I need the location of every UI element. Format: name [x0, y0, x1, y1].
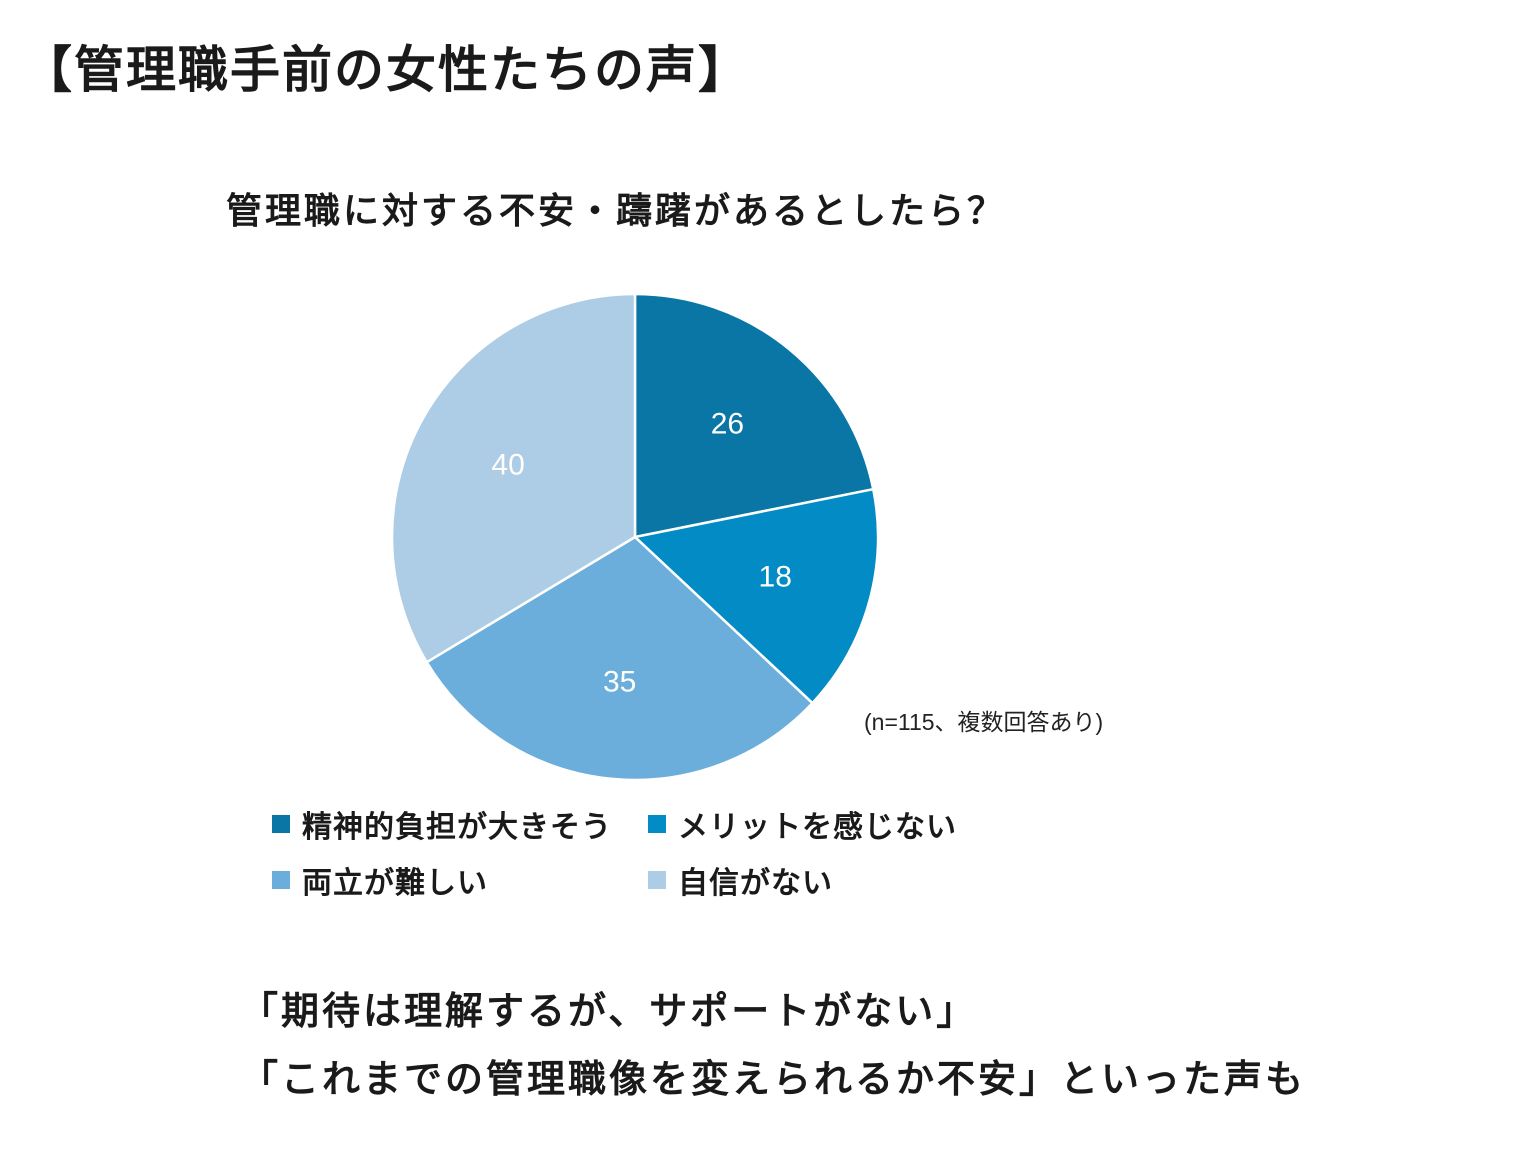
legend-item: 精神的負担が大きそう	[272, 806, 648, 845]
pie-slice	[390, 292, 637, 664]
page-title: 【管理職手前の女性たちの声】	[22, 41, 750, 99]
legend: 精神的負担が大きそう メリットを感じない 両立が難しい 自信がない	[272, 806, 1032, 901]
sample-note: (n=115、複数回答あり)	[864, 709, 1104, 735]
slice-value-label: 18	[759, 560, 792, 593]
pie-slices	[390, 292, 880, 782]
legend-item: 自信がない	[648, 862, 1028, 901]
quote-line: 「期待は理解するが、サポートがない」	[240, 989, 978, 1033]
legend-swatch	[648, 871, 666, 889]
slice-value-label: 26	[711, 408, 744, 441]
pie-chart: 26 18 35 40	[390, 292, 880, 782]
slice-value-label: 35	[603, 665, 636, 698]
legend-label: 自信がない	[678, 866, 833, 901]
slice-value-label: 40	[491, 449, 524, 482]
legend-label: メリットを感じない	[678, 810, 957, 845]
pie-labels: 26 18 35 40	[491, 408, 792, 699]
pie-slice	[632, 487, 880, 705]
chart-title: 管理職に対する不安・躊躇があるとしたら？	[226, 191, 1007, 232]
legend-item: メリットを感じない	[648, 806, 1028, 845]
pie-slice	[425, 535, 815, 782]
legend-label: 両立が難しい	[302, 866, 488, 901]
legend-item: 両立が難しい	[272, 862, 648, 901]
quote-line: 「これまでの管理職像を変えられるか不安」といった声も	[240, 1057, 1307, 1101]
pie-slice	[633, 292, 875, 539]
legend-swatch	[648, 815, 666, 833]
legend-label: 精神的負担が大きそう	[302, 810, 612, 845]
legend-swatch	[272, 871, 290, 889]
legend-swatch	[272, 815, 290, 833]
